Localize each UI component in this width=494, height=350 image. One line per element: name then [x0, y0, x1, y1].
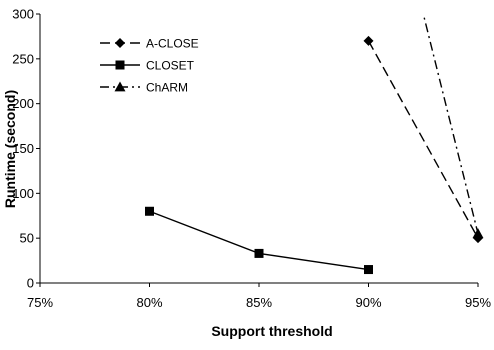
- legend-label-closet: CLOSET: [146, 59, 195, 73]
- series-line-a-close: [367, 40, 479, 239]
- point-charm: [472, 228, 484, 239]
- legend-marker-closet: [115, 60, 125, 70]
- legend-marker-a-close: [115, 38, 125, 48]
- legend-label-a-close: A-CLOSE: [146, 37, 199, 51]
- series-line-charm: [422, 14, 479, 234]
- x-tick-label: 95%: [465, 295, 491, 310]
- point-closet: [145, 206, 154, 216]
- x-tick-label: 90%: [355, 295, 381, 310]
- legend-label-charm: ChARM: [146, 81, 188, 95]
- x-tick-label: 85%: [246, 295, 272, 310]
- y-tick-label: 300: [12, 7, 34, 22]
- y-tick-label: 50: [20, 231, 34, 246]
- point-closet: [364, 265, 373, 275]
- y-tick-label: 250: [12, 51, 34, 66]
- point-closet: [254, 248, 264, 258]
- y-tick-label: 200: [12, 96, 34, 111]
- x-tick-label: 80%: [136, 295, 162, 310]
- x-tick-label: 75%: [27, 295, 53, 310]
- series-lines: [149, 14, 479, 271]
- y-tick-label: 150: [12, 141, 34, 156]
- axes: 0 50 100 150 200 250 300 75% 80% 85% 90% 95%: [12, 7, 491, 311]
- legend-marker-charm: [114, 81, 126, 92]
- series-line-closet: [149, 210, 369, 271]
- y-tick-label: 0: [27, 276, 34, 291]
- y-axis-title: Runtime (second): [2, 90, 18, 208]
- x-axis-title: Support threshold: [211, 323, 332, 339]
- point-a-close: [363, 35, 374, 46]
- y-tick-label: 100: [12, 186, 34, 201]
- series-markers: [145, 35, 484, 275]
- legend: A-CLOSE CLOSET ChARM: [100, 37, 199, 95]
